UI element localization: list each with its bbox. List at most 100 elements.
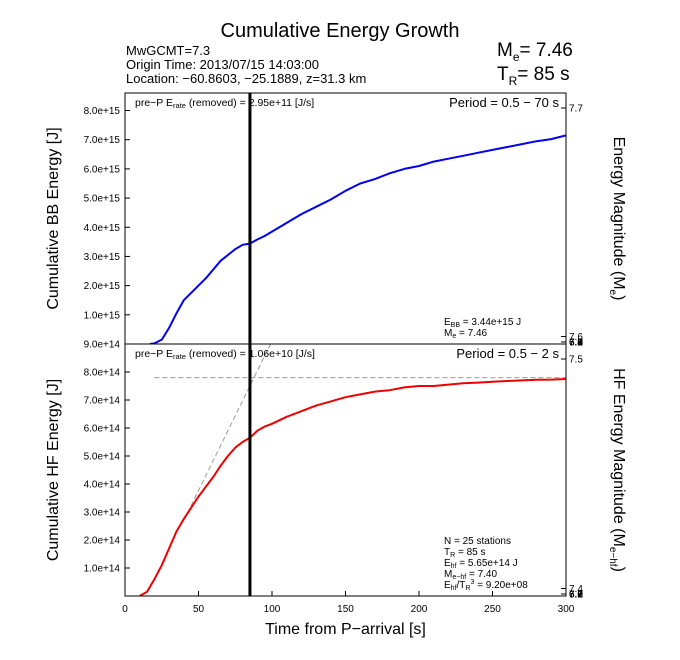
stats-sup2: 3 xyxy=(470,579,474,586)
reference-line-tangent xyxy=(183,344,271,521)
y-tick-label-hf: 3.0e+14 xyxy=(84,508,121,519)
y-tick-label-hf: 4.0e+14 xyxy=(84,480,121,491)
stats-sub2: R xyxy=(465,585,470,592)
stats-main: E xyxy=(444,317,451,328)
right-tick-label-hf: 7.3 xyxy=(569,590,583,601)
stats-sub: BB xyxy=(451,322,461,329)
right-axis-title-close: ) xyxy=(610,567,627,572)
right-tick-label-hf: 7.1 xyxy=(569,590,583,601)
y-tick-label-hf: 2.0e+14 xyxy=(84,536,121,547)
panel-frame-bb xyxy=(124,92,567,345)
right-tick-label-bb: 7.4 xyxy=(569,338,583,349)
y-tick-label-bb: 2.0e+15 xyxy=(84,281,121,292)
right-tick-label-hf: 6.8 xyxy=(569,590,583,601)
stats-rest: = 5.65e+14 J xyxy=(457,558,518,569)
right-axis-title-main: HF Energy Magnitude (M xyxy=(610,368,627,547)
energy-magnitude-readout: Me= 7.46 xyxy=(497,40,573,64)
y-tick-label-bb: 8.0e+15 xyxy=(84,106,121,117)
right-tick-label-bb: 6.7 xyxy=(569,338,583,349)
right-axis-title-sub: e xyxy=(607,290,618,296)
right-axis-title-close: ) xyxy=(610,295,627,300)
stats-line-bb: Me = 7.46 xyxy=(444,328,488,340)
right-tick-label-bb: 7.7 xyxy=(569,104,583,115)
stats-line-hf: TR = 85 s xyxy=(444,547,485,559)
right-axis-title-sub: e−hf xyxy=(607,547,618,567)
pre-p-annotation-hf: pre−P Erate (removed) = 1.06e+10 [J/s] xyxy=(135,348,315,361)
stats-rest2: = 9.20e+08 xyxy=(474,580,528,591)
right-tick-label-bb: 7.1 xyxy=(569,338,583,349)
right-tick-label-bb: 6.6 xyxy=(569,338,583,349)
right-tick-label-bb: 7.6 xyxy=(569,332,583,343)
right-tick-label-bb: 7.3 xyxy=(569,338,583,349)
x-tick-label: 0 xyxy=(122,604,128,615)
stats-sub: R xyxy=(450,552,455,559)
x-tick-label: 50 xyxy=(193,604,205,615)
x-tick-label: 300 xyxy=(558,604,575,615)
right-tick-label-hf: 7.2 xyxy=(569,590,583,601)
y-tick-label-bb: 4.0e+15 xyxy=(84,223,121,234)
y-tick-label-bb: 1.0e+15 xyxy=(84,310,121,321)
stats-sub: hf xyxy=(451,563,457,570)
stats-main: M xyxy=(444,328,452,339)
pre-p-annotation-bb: pre−P Erate (removed) = 2.95e+11 [J/s] xyxy=(135,97,314,110)
figure-title: Cumulative Energy Growth xyxy=(220,20,460,42)
x-axis-title: Time from P−arrival [s] xyxy=(265,621,426,638)
right-tick-label-hf: 7.0 xyxy=(569,590,583,601)
y-axis-title-hf: Cumulative HF Energy [J] xyxy=(45,379,62,561)
right-tick-label-bb: 6.9 xyxy=(569,338,583,349)
stats-line-hf: Me−hf = 7.40 xyxy=(444,569,497,581)
y-tick-label-bb: 6.0e+15 xyxy=(84,164,121,175)
period-label-hf: Period = 0.5 − 2 s xyxy=(456,346,559,361)
stats-sub: hf xyxy=(451,585,457,592)
series-line-hf xyxy=(139,378,566,596)
right-tick-label-hf: 6.6 xyxy=(569,590,583,601)
right-tick-label-hf: 7.4 xyxy=(569,584,583,595)
pre-p-main: pre−P E xyxy=(135,97,173,109)
stats-line-hf: N = 25 stations xyxy=(444,536,511,547)
stats-rest: = 7.40 xyxy=(466,569,497,580)
stats-sub: e−hf xyxy=(452,574,466,581)
right-tick-label-hf: 6.7 xyxy=(569,590,583,601)
pre-p-main: pre−P E xyxy=(135,348,173,360)
y-tick-label-bb: 7.0e+15 xyxy=(84,135,121,146)
x-tick-label: 200 xyxy=(411,604,428,615)
me-subscript: e xyxy=(512,49,520,64)
pre-p-sub: rate xyxy=(173,101,186,110)
right-tick-label-hf: 6.9 xyxy=(569,590,583,601)
stats-sub: e xyxy=(452,333,456,340)
tr-subscript: R xyxy=(508,73,518,88)
stats-line-hf: Ehf = 5.65e+14 J xyxy=(444,558,518,570)
right-tick-label-bb: 7.5 xyxy=(569,338,583,349)
x-tick-label: 250 xyxy=(484,604,501,615)
right-tick-label-bb: 6.8 xyxy=(569,338,583,349)
x-tick-label: 150 xyxy=(337,604,354,615)
right-tick-label-bb: 7.0 xyxy=(569,338,583,349)
series-line-bb xyxy=(149,134,566,344)
origin-time-line: Origin Time: 2013/07/15 14:03:00 xyxy=(126,57,319,72)
pre-p-sub: rate xyxy=(173,352,186,361)
right-axis-title-bb: Energy Magnitude (Me) xyxy=(607,137,627,301)
y-tick-label-hf: 9.0e+14 xyxy=(84,340,121,351)
stats-main: M xyxy=(444,569,452,580)
y-tick-label-hf: 7.0e+14 xyxy=(84,396,121,407)
stats-rest: = 3.44e+15 J xyxy=(460,317,521,328)
y-tick-label-bb: 5.0e+15 xyxy=(84,194,121,205)
stats-main: E xyxy=(444,558,451,569)
right-axis-title-main: Energy Magnitude (M xyxy=(610,137,627,290)
y-tick-label-hf: 1.0e+14 xyxy=(84,564,121,575)
me-value: = 7.46 xyxy=(519,40,573,61)
right-axis-title-hf: HF Energy Magnitude (Me−hf) xyxy=(607,368,627,572)
right-tick-label-hf: 6.5 xyxy=(569,590,583,601)
x-tick-label: 100 xyxy=(264,604,281,615)
stats-main: N = 25 stations xyxy=(444,536,511,547)
stats-rest: = 85 s xyxy=(455,547,485,558)
stats-rest: /T xyxy=(457,580,466,591)
stats-main: E xyxy=(444,580,451,591)
y-axis-title-bb: Cumulative BB Energy [J] xyxy=(45,127,62,309)
period-label-bb: Period = 0.5 − 70 s xyxy=(449,95,559,110)
right-tick-label-bb: 6.5 xyxy=(569,338,583,349)
y-tick-label-hf: 5.0e+14 xyxy=(84,452,121,463)
me-symbol: M xyxy=(497,40,513,61)
